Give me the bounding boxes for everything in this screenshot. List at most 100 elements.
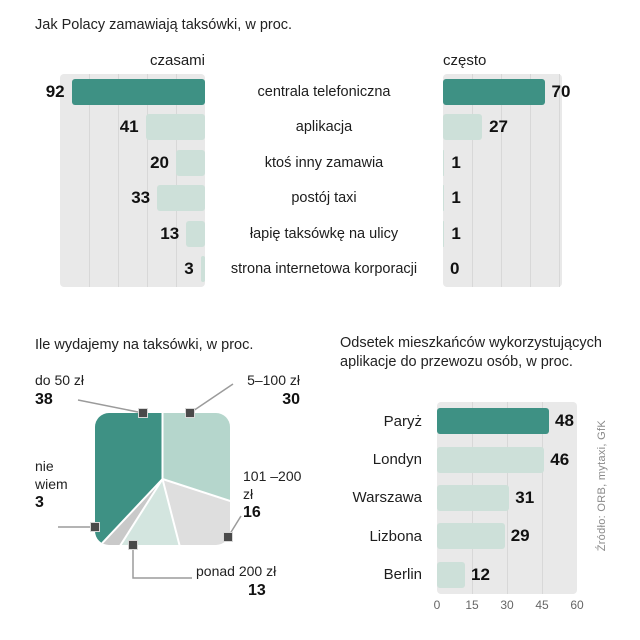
apps-bars: 48 46 31 29 12 xyxy=(437,402,637,594)
bar-postoj-czasami xyxy=(157,185,205,212)
bar-aplikacja-czesto xyxy=(443,114,483,141)
pie-label-nie-wiem: nie wiem 3 xyxy=(35,458,79,513)
series-label-czasami: czasami xyxy=(149,52,205,69)
slice-value: 38 xyxy=(35,390,53,408)
bar-row: 46 xyxy=(437,440,637,478)
bar-centrala-czesto xyxy=(443,78,545,105)
gridline xyxy=(176,74,177,287)
bar-ktos-inny-czasami xyxy=(176,149,205,176)
value-label: 27 xyxy=(489,117,509,137)
bar-row: 0 xyxy=(443,252,640,288)
axis-tick: 45 xyxy=(535,598,549,612)
bar-row: 3 xyxy=(0,252,205,288)
category-label: centrala telefoniczna xyxy=(257,83,391,100)
pie-label-5-100: 5–100 zł 30 xyxy=(218,372,300,410)
bar-row: 29 xyxy=(437,517,637,555)
slice-label: 5–100 zł xyxy=(247,372,300,388)
handle-icon xyxy=(90,522,100,532)
tornado-right-panel xyxy=(443,74,562,287)
bar-row: 48 xyxy=(437,402,637,440)
bar-strona-czasami xyxy=(200,256,205,283)
slice-value: 30 xyxy=(282,390,300,408)
gridline xyxy=(147,74,148,287)
gridline xyxy=(472,74,473,287)
value-label: 20 xyxy=(150,152,169,172)
slice-label: do 50 zł xyxy=(35,372,85,388)
bar-berlin xyxy=(437,561,465,588)
pie-slice-separators xyxy=(99,413,230,545)
value-label: 31 xyxy=(515,487,535,507)
axis-tick: 15 xyxy=(465,598,479,612)
bar-row: 31 xyxy=(437,479,637,517)
handle-icon xyxy=(128,540,138,550)
category-label: postój taxi xyxy=(291,190,357,207)
bar-row: 1 xyxy=(443,216,640,252)
bar-row: 1 xyxy=(443,145,640,181)
value-label: 48 xyxy=(555,411,574,431)
source-credit: Źródło: ORB, mytaxi, GfK xyxy=(596,420,608,552)
bar-centrala-czasami xyxy=(71,78,205,105)
value-label: 46 xyxy=(550,449,570,469)
bar-postoj-czesto xyxy=(443,185,445,212)
category-label: ktoś inny zamawia xyxy=(264,154,384,171)
slice-label: ponad 200 zł xyxy=(196,563,277,579)
page-title: Jak Polacy zamawiają taksówki, w proc. xyxy=(35,17,293,33)
city-label: Berlin xyxy=(383,566,422,584)
tornado-czesto-bars: 70 27 1 1 1 0 xyxy=(443,74,640,287)
value-label: 41 xyxy=(119,117,139,137)
bar-row: 12 xyxy=(437,556,637,594)
gridline xyxy=(118,74,119,287)
gridline xyxy=(559,74,560,287)
bar-row: 27 xyxy=(443,110,640,146)
gridline xyxy=(542,402,543,594)
axis-tick: 0 xyxy=(433,598,441,612)
bar-row: 70 xyxy=(443,74,640,110)
value-label: 12 xyxy=(471,564,490,584)
value-label: 1 xyxy=(451,152,461,172)
city-label: Warszawa xyxy=(352,489,422,507)
bar-paryz xyxy=(437,408,549,435)
pie-label-ponad-200: ponad 200 zł 13 xyxy=(196,563,296,601)
bar-row: 1 xyxy=(443,181,640,217)
apps-city-labels: Paryż Londyn Warszawa Lizbona Berlin xyxy=(330,402,430,594)
value-label: 1 xyxy=(451,188,461,208)
bar-lizbona xyxy=(437,523,505,550)
bar-lapie-czasami xyxy=(186,220,205,247)
bar-warszawa xyxy=(437,484,510,511)
city-label: Lizbona xyxy=(369,527,422,545)
pie-label-101-200: 101 –200 zł 16 xyxy=(243,468,305,523)
value-label: 1 xyxy=(451,223,461,243)
tornado-categories: centrala telefoniczna aplikacja ktoś inn… xyxy=(205,74,443,287)
slice-value: 3 xyxy=(35,494,44,511)
axis-tick: 30 xyxy=(500,598,514,612)
apps-chart-title: Odsetek mieszkańców wykorzystujących apl… xyxy=(340,335,602,370)
city-label: Paryż xyxy=(383,412,422,430)
value-label: 13 xyxy=(160,223,180,243)
series-label-czesto: często xyxy=(443,52,487,69)
city-label: Londyn xyxy=(372,451,422,469)
value-label: 29 xyxy=(510,526,530,546)
handle-icon xyxy=(223,532,233,542)
bar-row: 92 xyxy=(0,74,205,110)
axis-tick: 60 xyxy=(570,598,584,612)
category-label: aplikacja xyxy=(295,119,353,136)
handle-icon xyxy=(185,408,195,418)
value-label: 0 xyxy=(450,259,460,279)
pie-leader-lines xyxy=(58,383,242,579)
pie-label-do-50: do 50 zł 38 xyxy=(35,372,84,410)
handle-icon xyxy=(138,408,148,418)
slice-label: nie wiem xyxy=(35,458,68,492)
slice-value: 13 xyxy=(248,581,266,599)
bar-row: 20 xyxy=(0,145,205,181)
bar-londyn xyxy=(437,446,545,473)
bar-row: 41 xyxy=(0,110,205,146)
tornado-left-panel xyxy=(60,74,205,287)
category-label: strona internetowa korporacji xyxy=(230,261,418,278)
value-label: 92 xyxy=(45,81,65,101)
bar-row: 13 xyxy=(0,216,205,252)
gridline xyxy=(501,74,502,287)
bar-row: 33 xyxy=(0,181,205,217)
gridline xyxy=(89,74,90,287)
pie-title: Ile wydajemy na taksówki, w proc. xyxy=(35,337,254,353)
